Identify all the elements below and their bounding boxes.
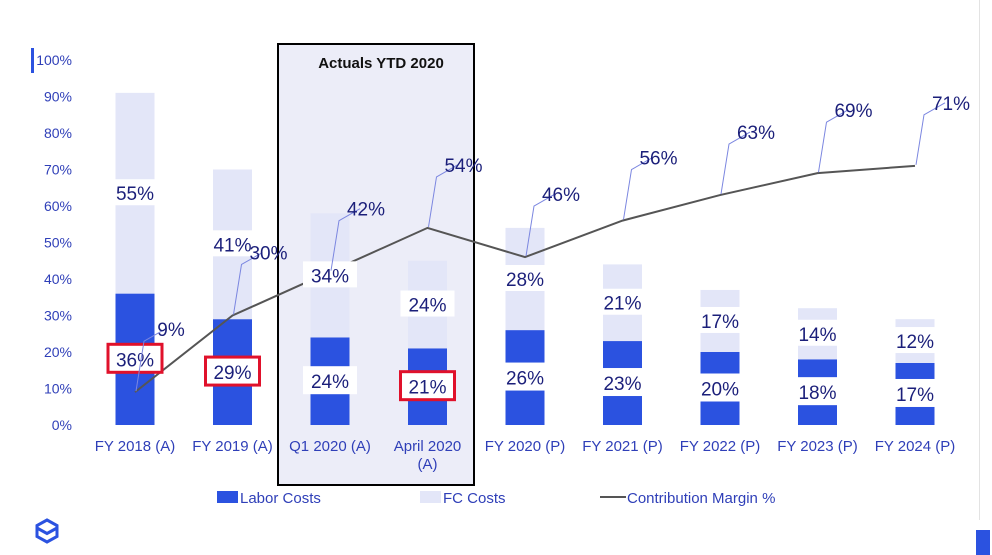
label-backing <box>790 319 845 346</box>
x-tick-label: FY 2021 (P) <box>582 438 663 455</box>
page-right-border <box>979 0 980 520</box>
label-backing <box>595 368 650 397</box>
x-tick-label: FY 2018 (A) <box>95 438 176 455</box>
line-layer <box>134 164 916 393</box>
label-backing <box>303 261 357 288</box>
data-label-margin: 71% <box>932 94 970 115</box>
line-contribution-margin <box>134 164 916 393</box>
data-label-labor: 20% <box>701 380 739 401</box>
label-backing <box>303 366 357 395</box>
legend-swatch-fc <box>420 491 441 503</box>
x-tick-label: FY 2024 (P) <box>875 438 956 455</box>
leader-line <box>428 164 458 227</box>
data-label-margin: 69% <box>834 101 872 122</box>
leader-line <box>135 328 166 392</box>
x-tick-label: FY 2019 (A) <box>192 438 273 455</box>
label-backing <box>693 306 747 333</box>
leader-line <box>623 157 653 220</box>
leader-line <box>525 193 556 257</box>
data-label-labor: 26% <box>506 369 544 390</box>
data-label-margin: 54% <box>444 156 482 177</box>
legend-swatch-labor <box>217 491 238 503</box>
data-label-margin: 42% <box>347 200 385 221</box>
leader-line <box>915 102 946 165</box>
data-label-fc: 21% <box>603 294 641 315</box>
leader-line <box>818 109 848 173</box>
legend: Labor Costs FC Costs Contribution Margin… <box>217 490 775 507</box>
legend-label-fc: FC Costs <box>443 490 506 507</box>
y-tick-label: 80% <box>44 125 72 141</box>
legend-label-margin: Contribution Margin % <box>627 490 775 507</box>
label-backing <box>108 179 162 206</box>
data-label-labor: 36% <box>116 350 154 371</box>
leader-line <box>233 252 263 315</box>
data-label-fc: 17% <box>701 312 739 333</box>
label-backing <box>400 290 455 317</box>
data-label-labor: 17% <box>896 385 934 406</box>
y-tick-label: 20% <box>44 344 72 360</box>
corner-mark <box>976 530 990 555</box>
data-label-margin: 30% <box>249 244 287 265</box>
y-tick-label: 30% <box>44 308 72 324</box>
data-label-margin: 63% <box>737 123 775 144</box>
data-label-fc: 14% <box>798 325 836 346</box>
data-label-labor: 23% <box>603 374 641 395</box>
data-label-fc: 12% <box>896 332 934 353</box>
y-tick-label: 10% <box>44 381 72 397</box>
data-label-labor: 18% <box>798 383 836 404</box>
leader-line <box>720 131 751 195</box>
x-tick-label: FY 2023 (P) <box>777 438 858 455</box>
label-backing <box>888 378 942 407</box>
label-backing <box>205 230 260 257</box>
x-tick-label: FY 2020 (P) <box>485 438 566 455</box>
x-axis: FY 2018 (A) FY 2019 (A) Q1 2020 (A) April 2… <box>95 438 956 473</box>
y-tick-label: 0% <box>52 417 72 433</box>
x-tick-label: Q1 2020 (A) <box>289 438 371 455</box>
axis-accent-mark <box>31 48 34 73</box>
label-backing <box>498 265 552 291</box>
logo-icon <box>35 518 59 544</box>
y-tick-label: 40% <box>44 271 72 287</box>
label-backing <box>888 327 942 354</box>
highlight-box <box>106 342 164 374</box>
data-label-fc: 28% <box>506 270 544 291</box>
data-label-labor: 21% <box>408 378 446 399</box>
y-tick-label: 100% <box>36 52 72 68</box>
data-label-margin: 46% <box>542 185 580 206</box>
x-tick-label: April 2020 (A) <box>394 438 462 473</box>
label-backing <box>498 362 552 391</box>
data-label-margin: 9% <box>157 320 185 341</box>
label-backing <box>693 373 747 402</box>
data-label-margin: 56% <box>639 149 677 170</box>
data-label-labor: 29% <box>213 363 251 384</box>
data-label-labor: 24% <box>311 372 349 393</box>
label-backing <box>595 288 650 315</box>
actuals-ytd-title: Actuals YTD 2020 <box>318 55 444 72</box>
highlight-box <box>204 355 261 387</box>
data-label-fc: 34% <box>311 266 349 287</box>
y-tick-label: 50% <box>44 235 72 251</box>
labels-layer: 36% 55% 9% 29% 41%30% 24% 34% 42% 21% 24% 54% 26% 28… <box>106 94 970 407</box>
y-axis: 0% 10% 20% 30% 40% 50% 60% 70% 80% 90% 100% <box>36 52 72 433</box>
highlight-box <box>399 370 456 402</box>
y-tick-label: 60% <box>44 198 72 214</box>
leader-line <box>330 208 361 271</box>
legend-label-labor: Labor Costs <box>240 490 321 507</box>
x-tick-label: FY 2022 (P) <box>680 438 761 455</box>
label-backing <box>790 377 845 406</box>
y-tick-label: 70% <box>44 162 72 178</box>
data-label-fc: 24% <box>408 296 446 317</box>
y-tick-label: 90% <box>44 89 72 105</box>
data-label-fc: 41% <box>213 235 251 256</box>
data-label-fc: 55% <box>116 184 154 205</box>
